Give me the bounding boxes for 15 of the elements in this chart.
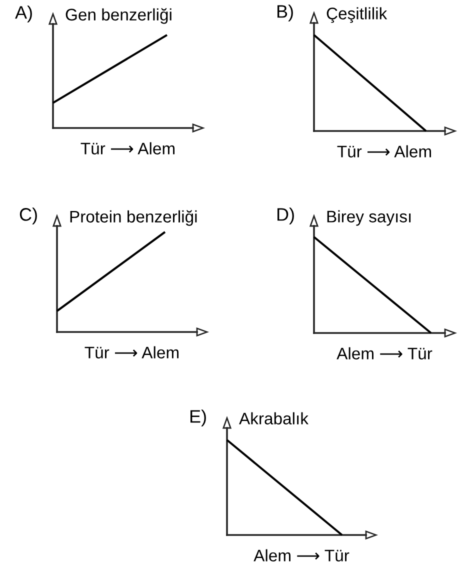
x-axis-title: Alem ⟶ Tür: [336, 347, 432, 360]
y-axis-title: Birey sayısı: [327, 210, 411, 226]
chart-title: B): [277, 4, 293, 22]
x-axis-title: Alem ⟶ Tür: [254, 549, 350, 562]
y-axis-title: Çeşitlilik: [326, 7, 388, 23]
chart-title: D): [277, 208, 294, 224]
chart-title: C): [20, 208, 37, 224]
x-axis-title: Tür ⟶ Alem: [337, 145, 432, 158]
chart-title: A): [15, 6, 32, 22]
x-axis-title: Tür ⟶ Alem: [80, 142, 175, 154]
x-axis-title: Tür ⟶ Alem: [84, 346, 179, 358]
y-axis-title: Protein benzerliği: [70, 210, 197, 226]
chart-title: E): [190, 410, 206, 426]
y-axis-title: Gen benzerliği: [66, 8, 172, 24]
y-axis-title: Akrabalık: [239, 412, 308, 424]
